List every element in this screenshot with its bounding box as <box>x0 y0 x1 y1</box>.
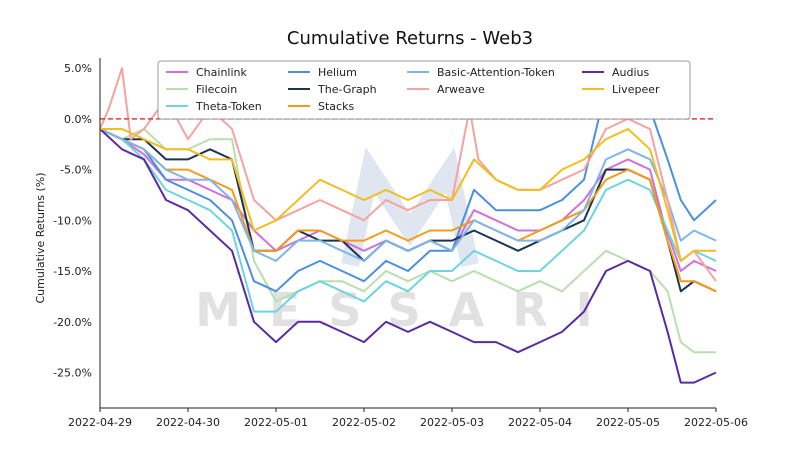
x-tick-label: 2022-04-29 <box>68 416 132 429</box>
legend-item-filecoin: Filecoin <box>166 83 237 96</box>
x-tick-label: 2022-05-03 <box>420 416 484 429</box>
legend-item-chainlink: Chainlink <box>166 66 248 79</box>
legend-label: Livepeer <box>612 83 660 96</box>
legend-label: Arweave <box>437 83 485 96</box>
y-axis-label: Cumulative Returns (%) <box>34 172 47 303</box>
legend-label: Audius <box>612 66 650 79</box>
legend-item-the-graph: The-Graph <box>288 83 377 96</box>
y-tick-label: -10.0% <box>53 214 92 227</box>
y-tick-label: -15.0% <box>53 265 92 278</box>
x-tick-label: 2022-05-04 <box>508 416 572 429</box>
legend-item-arweave: Arweave <box>407 83 485 96</box>
y-tick-label: 0.0% <box>64 113 92 126</box>
legend: Chainlink Filecoin Theta-Token Helium The-Gr… <box>157 60 691 120</box>
watermark-logo <box>341 147 479 267</box>
y-tick-label: -20.0% <box>53 316 92 329</box>
series-line-livepeer <box>100 128 716 262</box>
legend-item-theta-token: Theta-Token <box>166 100 262 113</box>
x-axis-ticks: 2022-04-29 2022-04-30 2022-05-01 2022-05-02… <box>68 408 748 429</box>
legend-item-stacks: Stacks <box>288 100 354 113</box>
legend-label: Basic-Attention-Token <box>437 66 555 79</box>
legend-label: Theta-Token <box>195 100 262 113</box>
legend-item-audius: Audius <box>582 66 650 79</box>
y-tick-label: -5.0% <box>60 164 92 177</box>
legend-label: The-Graph <box>317 83 377 96</box>
x-tick-label: 2022-05-06 <box>684 416 748 429</box>
legend-label: Filecoin <box>196 83 237 96</box>
y-tick-label: -25.0% <box>53 366 92 379</box>
series-line-theta-token <box>99 128 717 313</box>
x-tick-label: 2022-04-30 <box>156 416 220 429</box>
chart-title: Cumulative Returns - Web3 <box>286 28 534 49</box>
series-line-basic-attention-token <box>99 128 717 262</box>
legend-item-basic-attention-token: Basic-Attention-Token <box>407 66 555 79</box>
x-tick-label: 2022-05-05 <box>596 416 660 429</box>
y-axis-ticks: 5.0% 0.0% -5.0% -10.0% -15.0% -20.0% -25.0% <box>53 62 92 379</box>
x-tick-label: 2022-05-02 <box>332 416 396 429</box>
legend-item-livepeer: Livepeer <box>582 83 660 96</box>
axes <box>99 58 716 409</box>
legend-label: Stacks <box>318 100 354 113</box>
series-line-audius <box>99 128 717 384</box>
legend-item-helium: Helium <box>288 66 357 79</box>
series-line-stacks <box>99 128 717 293</box>
y-tick-label: 5.0% <box>64 62 92 75</box>
legend-label: Chainlink <box>196 66 248 79</box>
x-tick-label: 2022-05-01 <box>244 416 308 429</box>
legend-label: Helium <box>318 66 357 79</box>
